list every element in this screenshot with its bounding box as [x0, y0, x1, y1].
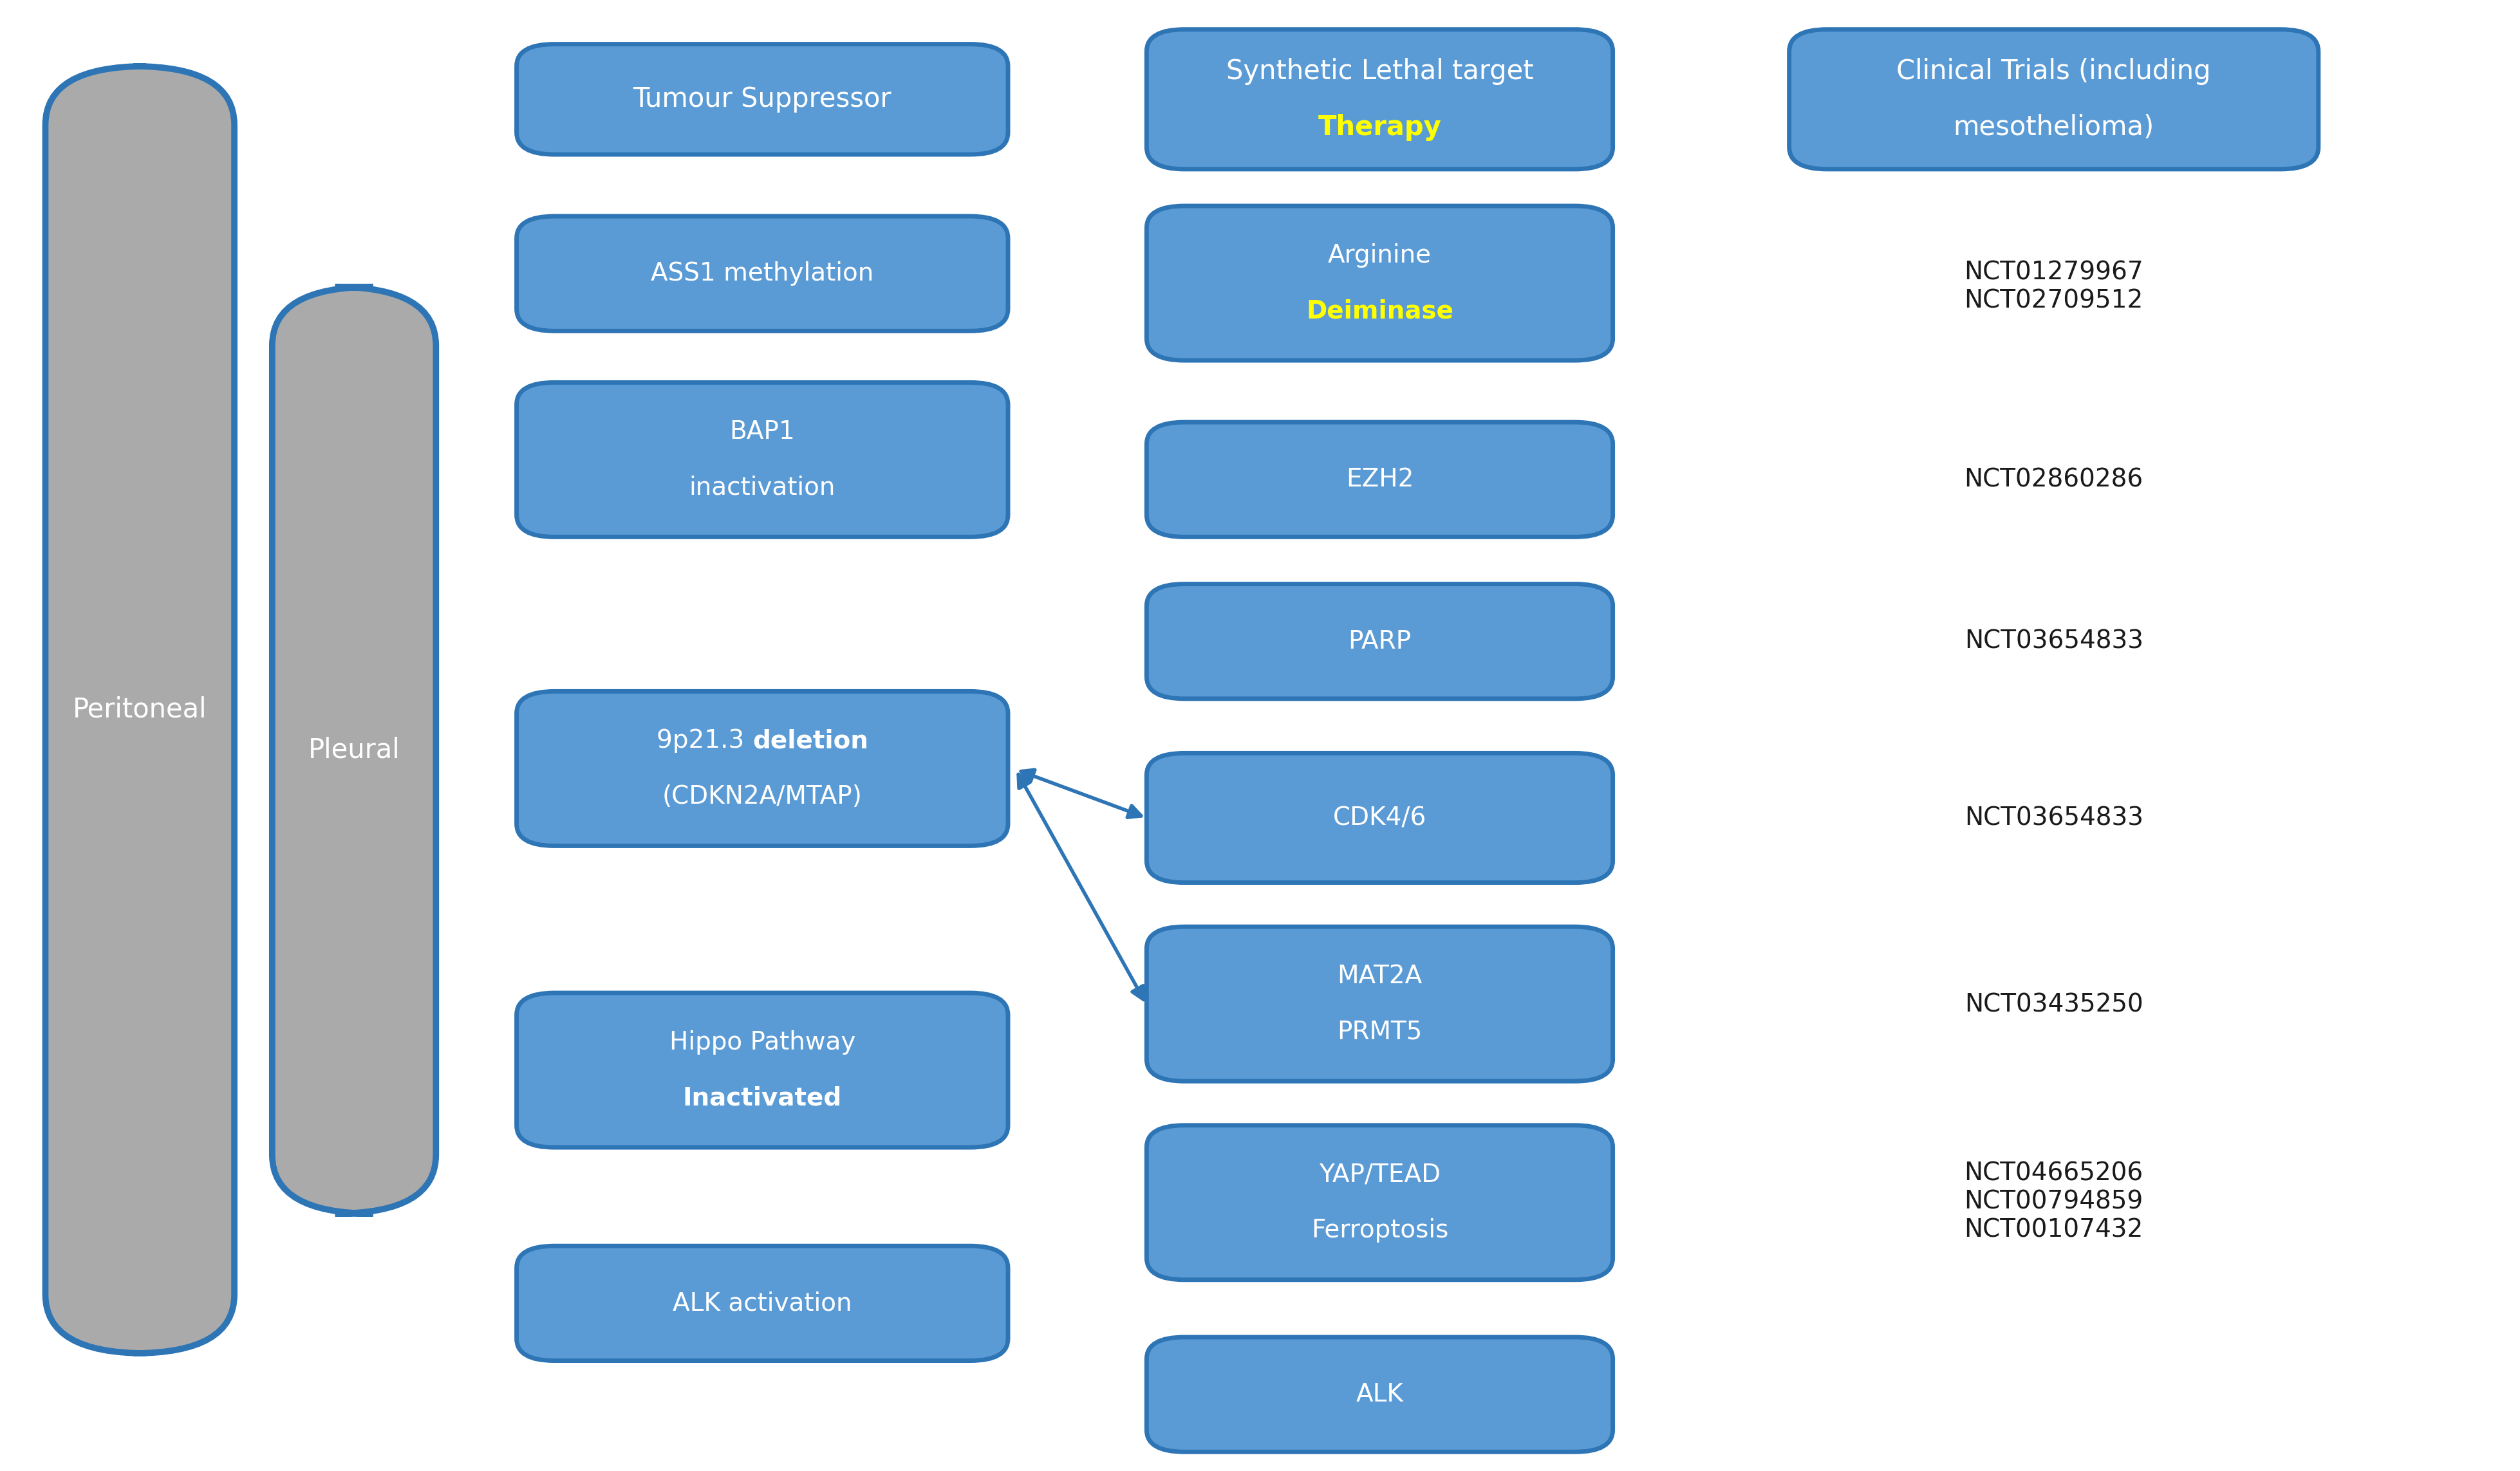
FancyBboxPatch shape	[272, 287, 436, 1214]
Text: Deiminase: Deiminase	[1305, 299, 1454, 324]
Text: deletion: deletion	[753, 728, 869, 753]
Text: Clinical Trials (including: Clinical Trials (including	[1898, 57, 2210, 85]
FancyBboxPatch shape	[1147, 1337, 1613, 1452]
Text: NCT03435250: NCT03435250	[1966, 993, 2142, 1016]
Text: NCT01279967
NCT02709512: NCT01279967 NCT02709512	[1963, 260, 2145, 313]
Text: Hippo Pathway: Hippo Pathway	[670, 1030, 854, 1055]
Text: MAT2A: MAT2A	[1338, 964, 1421, 989]
Text: Tumour Suppressor: Tumour Suppressor	[633, 85, 892, 113]
Text: mesothelioma): mesothelioma)	[1953, 113, 2155, 141]
Text: Therapy: Therapy	[1318, 113, 1441, 141]
FancyBboxPatch shape	[1147, 29, 1613, 169]
FancyBboxPatch shape	[1147, 1125, 1613, 1280]
Text: ASS1 methylation: ASS1 methylation	[650, 262, 874, 285]
FancyBboxPatch shape	[517, 691, 1008, 846]
FancyBboxPatch shape	[517, 216, 1008, 331]
Text: NCT03654833: NCT03654833	[1963, 630, 2145, 653]
FancyBboxPatch shape	[1147, 584, 1613, 699]
FancyBboxPatch shape	[45, 66, 234, 1353]
Text: Inactivated: Inactivated	[683, 1086, 842, 1111]
Text: Pleural: Pleural	[307, 737, 401, 763]
Text: Arginine: Arginine	[1328, 243, 1431, 268]
FancyBboxPatch shape	[517, 993, 1008, 1147]
FancyBboxPatch shape	[517, 382, 1008, 537]
Text: CDK4/6: CDK4/6	[1333, 806, 1426, 830]
Text: 9p21.3: 9p21.3	[658, 728, 753, 753]
Text: ALK activation: ALK activation	[673, 1292, 852, 1315]
FancyBboxPatch shape	[517, 1246, 1008, 1361]
Text: NCT02860286: NCT02860286	[1963, 468, 2145, 491]
FancyBboxPatch shape	[1147, 206, 1613, 360]
Text: EZH2: EZH2	[1346, 468, 1414, 491]
Text: NCT03654833: NCT03654833	[1963, 806, 2145, 830]
Text: (CDKN2A/MTAP): (CDKN2A/MTAP)	[663, 784, 862, 809]
Text: PRMT5: PRMT5	[1338, 1019, 1421, 1044]
Text: PARP: PARP	[1348, 630, 1411, 653]
Text: NCT04665206
NCT00794859
NCT00107432: NCT04665206 NCT00794859 NCT00107432	[1963, 1161, 2145, 1243]
FancyBboxPatch shape	[1147, 927, 1613, 1081]
FancyBboxPatch shape	[1147, 422, 1613, 537]
Text: ALK: ALK	[1356, 1383, 1404, 1406]
Text: Ferroptosis: Ferroptosis	[1310, 1218, 1449, 1243]
FancyBboxPatch shape	[1147, 753, 1613, 883]
Text: Synthetic Lethal target: Synthetic Lethal target	[1227, 57, 1532, 85]
Text: BAP1: BAP1	[731, 419, 794, 444]
Text: Peritoneal: Peritoneal	[73, 696, 207, 724]
FancyBboxPatch shape	[1789, 29, 2318, 169]
FancyBboxPatch shape	[517, 44, 1008, 154]
Text: inactivation: inactivation	[688, 475, 837, 500]
Text: YAP/TEAD: YAP/TEAD	[1318, 1162, 1441, 1187]
